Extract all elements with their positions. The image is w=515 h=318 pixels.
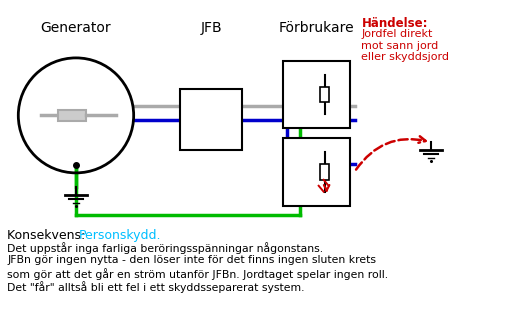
Bar: [180, 89, 242, 150]
Text: Jordfel direkt
mot sann jord
eller skyddsjord: Jordfel direkt mot sann jord eller skydd…: [362, 29, 450, 62]
Text: Det uppstår inga farliga beröringsspänningar någonstans.: Det uppstår inga farliga beröringsspänni…: [7, 242, 323, 254]
Text: Det "får" alltså bli ett fel i ett skyddsseparerat system.: Det "får" alltså bli ett fel i ett skydd…: [7, 281, 305, 293]
FancyArrowPatch shape: [356, 136, 425, 169]
Bar: [320, 86, 329, 102]
Bar: [283, 61, 350, 128]
Text: Konsekvens:: Konsekvens:: [7, 229, 90, 242]
Text: Personskydd.: Personskydd.: [79, 229, 162, 242]
Text: Generator: Generator: [41, 21, 111, 35]
Text: Förbrukare: Förbrukare: [279, 21, 354, 35]
Text: JFBn gör ingen nytta - den löser inte för det finns ingen sluten krets: JFBn gör ingen nytta - den löser inte fö…: [7, 255, 376, 265]
Text: JFB: JFB: [200, 21, 222, 35]
Bar: [320, 164, 329, 180]
Bar: [58, 110, 86, 121]
Text: som gör att det går en ström utanför JFBn. Jordtaget spelar ingen roll.: som gör att det går en ström utanför JFB…: [7, 268, 388, 280]
Text: Händelse:: Händelse:: [362, 17, 428, 30]
Bar: [283, 138, 350, 206]
